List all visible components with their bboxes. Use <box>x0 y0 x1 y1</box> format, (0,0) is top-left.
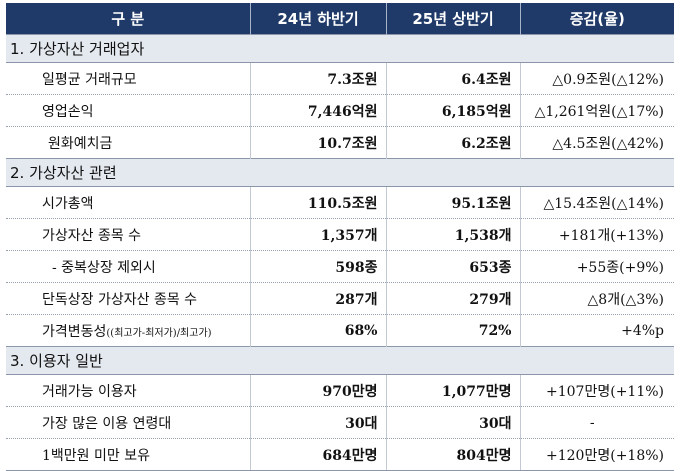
value-2025-h1: 30대 <box>386 406 521 439</box>
value-2024-h2: 68% <box>250 314 387 347</box>
value-change: △0.9조원(△12%) <box>520 62 674 95</box>
row-label-formula: ((최고가-최저가)/최고가) <box>106 327 212 339</box>
value-change: △4.5조원(△42%) <box>520 126 674 159</box>
value-2024-h2: 30대 <box>250 406 387 439</box>
table-row: 1백만원 미만 보유 684만명 804만명 +120만명(+18%) <box>6 438 674 471</box>
value-2025-h1: 72% <box>386 314 521 347</box>
row-label: 시가총액 <box>6 186 251 219</box>
table-header-row: 구 분 24년 하반기 25년 상반기 증감(율) <box>6 3 674 35</box>
row-label: - 중복상장 제외시 <box>6 250 251 283</box>
row-label: 일평균 거래규모 <box>6 62 251 95</box>
value-2024-h2: 7,446억원 <box>250 94 387 127</box>
value-2024-h2: 970만명 <box>250 374 387 407</box>
row-label: 가상자산 종목 수 <box>6 218 251 251</box>
value-change: △8개(△3%) <box>520 282 674 315</box>
value-change: △15.4조원(△14%) <box>520 186 674 219</box>
table-row: 시가총액 110.5조원 95.1조원 △15.4조원(△14%) <box>6 186 674 219</box>
value-change: +181개(+13%) <box>520 218 674 251</box>
row-label: 가격변동성 <box>42 323 107 340</box>
value-2025-h1: 279개 <box>386 282 521 315</box>
value-change: - <box>520 406 674 439</box>
table-row: - 중복상장 제외시 598종 653종 +55종(+9%) <box>6 250 674 283</box>
value-change: +120만명(+18%) <box>520 438 674 471</box>
table-row: 가상자산 종목 수 1,357개 1,538개 +181개(+13%) <box>6 218 674 251</box>
header-2024-h2: 24년 하반기 <box>250 3 387 35</box>
value-2025-h1: 6.4조원 <box>386 62 521 95</box>
row-label: 1백만원 미만 보유 <box>6 438 251 471</box>
value-2025-h1: 95.1조원 <box>386 186 521 219</box>
value-2024-h2: 684만명 <box>250 438 387 471</box>
value-change: +107만명(+11%) <box>520 374 674 407</box>
value-change: △1,261억원(△17%) <box>520 94 674 127</box>
value-2024-h2: 598종 <box>250 250 387 283</box>
table-row: 원화예치금 10.7조원 6.2조원 △4.5조원(△42%) <box>6 126 674 159</box>
section-title: 2. 가상자산 관련 <box>6 158 674 187</box>
row-label-cell: 가격변동성((최고가-최저가)/최고가) <box>6 314 251 347</box>
value-2024-h2: 287개 <box>250 282 387 315</box>
value-2025-h1: 1,077만명 <box>386 374 521 407</box>
row-label: 거래가능 이용자 <box>6 374 251 407</box>
value-2025-h1: 6,185억원 <box>386 94 521 127</box>
table-row: 거래가능 이용자 970만명 1,077만명 +107만명(+11%) <box>6 374 674 407</box>
row-label: 영업손익 <box>6 94 251 127</box>
value-2024-h2: 10.7조원 <box>250 126 387 159</box>
value-2024-h2: 110.5조원 <box>250 186 387 219</box>
table-row: 가장 많은 이용 연령대 30대 30대 - <box>6 406 674 439</box>
value-2024-h2: 7.3조원 <box>250 62 387 95</box>
section-title: 1. 가상자산 거래업자 <box>6 34 674 63</box>
table-row: 영업손익 7,446억원 6,185억원 △1,261억원(△17%) <box>6 94 674 127</box>
row-label: 단독상장 가상자산 종목 수 <box>6 282 251 315</box>
value-change: +4%p <box>520 314 674 347</box>
section-title: 3. 이용자 일반 <box>6 346 674 375</box>
value-2025-h1: 653종 <box>386 250 521 283</box>
table-row: 일평균 거래규모 7.3조원 6.4조원 △0.9조원(△12%) <box>6 62 674 95</box>
value-change: +55종(+9%) <box>520 250 674 283</box>
table-row: 가격변동성((최고가-최저가)/최고가) 68% 72% +4%p <box>6 314 674 347</box>
header-change: 증감(율) <box>520 3 674 35</box>
row-label: 가장 많은 이용 연령대 <box>6 406 251 439</box>
statistics-table: 구 분 24년 하반기 25년 상반기 증감(율) 1. 가상자산 거래업자 일… <box>6 3 674 471</box>
value-2025-h1: 1,538개 <box>386 218 521 251</box>
row-label: 원화예치금 <box>6 126 251 159</box>
value-2025-h1: 804만명 <box>386 438 521 471</box>
header-2025-h1: 25년 상반기 <box>386 3 521 35</box>
table-row: 단독상장 가상자산 종목 수 287개 279개 △8개(△3%) <box>6 282 674 315</box>
value-2024-h2: 1,357개 <box>250 218 387 251</box>
value-2025-h1: 6.2조원 <box>386 126 521 159</box>
header-category: 구 분 <box>6 3 251 35</box>
